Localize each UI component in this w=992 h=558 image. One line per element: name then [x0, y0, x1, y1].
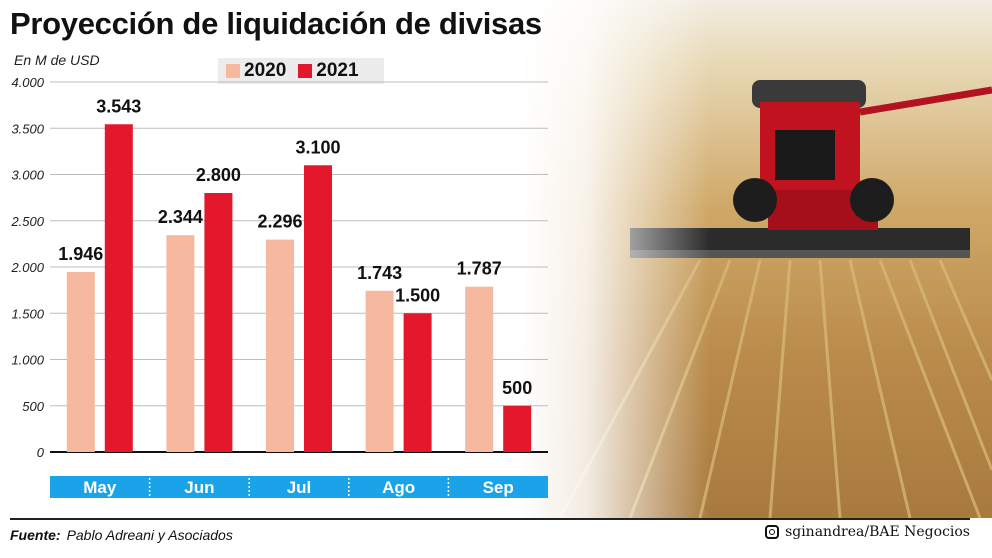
- category-band: [50, 476, 548, 498]
- legend-item-2020: 2020: [226, 60, 286, 82]
- data-label: 2.296: [257, 212, 302, 232]
- legend: 2020 2021: [218, 58, 384, 84]
- y-tick-label: 3.500: [11, 121, 44, 136]
- bar-2020: [166, 235, 195, 452]
- bar-2021: [204, 193, 233, 452]
- x-tick-label: Ago: [382, 478, 415, 497]
- x-tick-label: May: [83, 478, 117, 497]
- bar-2020: [465, 286, 494, 452]
- bar-chart: 0 500 1.000 1.500 2.000 2.500 3.000 3.500 4.000 M…: [10, 75, 548, 498]
- y-tick-label: 500: [22, 399, 44, 414]
- y-tick-label: 3.000: [11, 168, 44, 183]
- data-label: 2.800: [196, 165, 241, 185]
- x-tick-label: Jun: [184, 478, 214, 497]
- bar-2020: [266, 239, 294, 452]
- legend-swatch-2021: [298, 64, 313, 78]
- data-label: 3.100: [295, 137, 340, 157]
- data-label: 3.543: [96, 96, 141, 116]
- data-label: 1.743: [357, 263, 402, 283]
- data-label: 500: [502, 378, 532, 398]
- y-tick-label: 2.500: [10, 214, 44, 229]
- y-tick-label: 1.500: [11, 306, 44, 321]
- unit-label: En M de USD: [14, 52, 100, 68]
- data-label: 1.946: [58, 244, 103, 264]
- y-tick-label: 4.000: [11, 75, 44, 90]
- source-label: Fuente:: [10, 527, 61, 543]
- source-value: Pablo Adreani y Asociados: [66, 527, 233, 543]
- data-label: 2.344: [158, 207, 203, 227]
- x-tick-label: Jul: [287, 478, 312, 497]
- source-line: Fuente: Pablo Adreani y Asociados: [10, 527, 233, 543]
- data-label: 1.500: [395, 285, 440, 305]
- footer-divider: [10, 518, 970, 520]
- x-tick-label: Sep: [483, 478, 514, 497]
- bar-2021: [304, 165, 332, 452]
- chart-title: Proyección de liquidación de divisas: [10, 6, 542, 41]
- y-tick-label: 1.000: [11, 353, 44, 368]
- instagram-icon: [765, 525, 780, 539]
- legend-label-2020: 2020: [244, 60, 287, 81]
- legend-swatch-2020: [226, 64, 240, 78]
- bar-2021: [104, 124, 133, 453]
- bar-2020: [365, 290, 394, 452]
- bar-2021: [503, 405, 532, 452]
- y-tick-label: 2.000: [10, 260, 44, 275]
- bar-2021: [403, 313, 432, 452]
- legend-item-2021: 2021: [298, 60, 359, 82]
- photo-fade-overlay: [520, 0, 710, 518]
- data-label: 1.787: [457, 259, 502, 279]
- credit-text: sginandrea/BAE Negocios: [785, 524, 970, 540]
- bar-2020: [66, 271, 95, 452]
- y-tick-label: 0: [37, 445, 45, 460]
- legend-label-2021: 2021: [316, 60, 359, 81]
- credit: sginandrea/BAE Negocios: [765, 524, 970, 540]
